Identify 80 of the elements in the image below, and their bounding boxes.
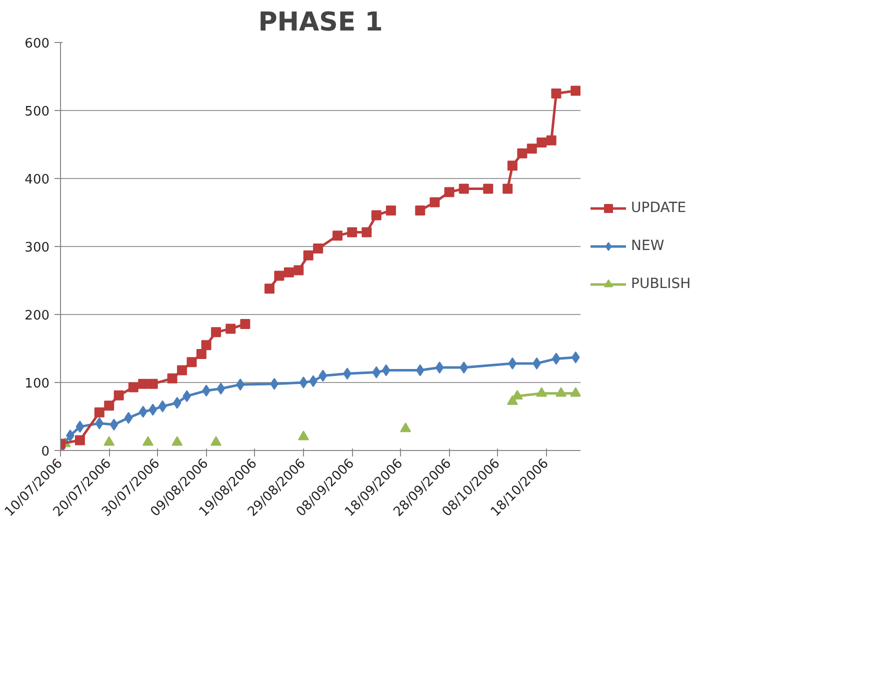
point	[502, 184, 513, 194]
point	[400, 422, 412, 432]
point	[416, 364, 424, 376]
point	[104, 400, 114, 411]
point	[186, 357, 197, 368]
point	[294, 265, 304, 276]
y-tick-label: 200	[24, 308, 50, 324]
y-tick-label: 500	[24, 104, 50, 120]
point	[94, 407, 104, 418]
point	[138, 378, 148, 389]
y-tick-label: 0	[41, 444, 50, 460]
point	[128, 382, 138, 392]
point	[138, 406, 148, 418]
point	[347, 227, 358, 238]
point	[556, 387, 567, 397]
point	[142, 436, 154, 446]
point	[508, 357, 517, 370]
y-tick-label: 600	[24, 36, 50, 52]
point	[148, 378, 158, 389]
point	[460, 362, 468, 374]
point	[536, 137, 547, 148]
y-tick-label: 400	[24, 172, 50, 188]
point	[274, 270, 284, 281]
point	[182, 390, 192, 402]
point	[571, 351, 580, 364]
point	[196, 348, 206, 359]
point	[386, 205, 396, 216]
legend-label: UPDATE	[631, 200, 686, 216]
point	[483, 184, 494, 194]
point	[176, 365, 187, 376]
point	[211, 327, 222, 338]
point	[74, 435, 85, 446]
point	[201, 340, 212, 350]
point	[506, 395, 518, 405]
point	[507, 160, 518, 171]
point	[114, 390, 124, 400]
point	[303, 250, 314, 260]
point	[570, 387, 580, 397]
point	[216, 382, 226, 395]
point	[104, 436, 115, 446]
point	[226, 324, 236, 334]
point	[95, 417, 104, 430]
point	[430, 197, 440, 208]
point	[172, 396, 182, 409]
point	[240, 319, 250, 330]
point	[158, 400, 167, 412]
point	[313, 244, 324, 254]
point	[172, 436, 183, 446]
point	[372, 366, 381, 378]
legend-label: NEW	[631, 238, 664, 254]
y-tick-label: 100	[24, 376, 50, 392]
point	[551, 88, 562, 98]
point	[546, 135, 556, 146]
point	[536, 387, 548, 397]
point	[284, 267, 294, 278]
point	[512, 390, 523, 400]
legend-label: PUBLISH	[631, 276, 691, 292]
point	[371, 210, 382, 220]
point	[299, 376, 308, 388]
point	[332, 230, 343, 241]
point	[148, 404, 158, 416]
point	[362, 227, 372, 238]
y-tick-label: 300	[24, 240, 50, 256]
point	[435, 362, 444, 374]
point	[570, 86, 580, 96]
point	[382, 364, 390, 376]
point	[458, 184, 469, 194]
point	[124, 412, 133, 424]
point	[210, 436, 222, 446]
point	[110, 418, 118, 431]
chart-title: PHASE 1	[258, 8, 383, 38]
point	[526, 144, 537, 154]
point	[517, 148, 528, 158]
point	[318, 370, 328, 382]
point	[167, 373, 178, 384]
point	[264, 284, 274, 294]
point	[444, 187, 454, 198]
point	[76, 420, 84, 433]
point	[415, 205, 426, 216]
point	[298, 430, 309, 440]
